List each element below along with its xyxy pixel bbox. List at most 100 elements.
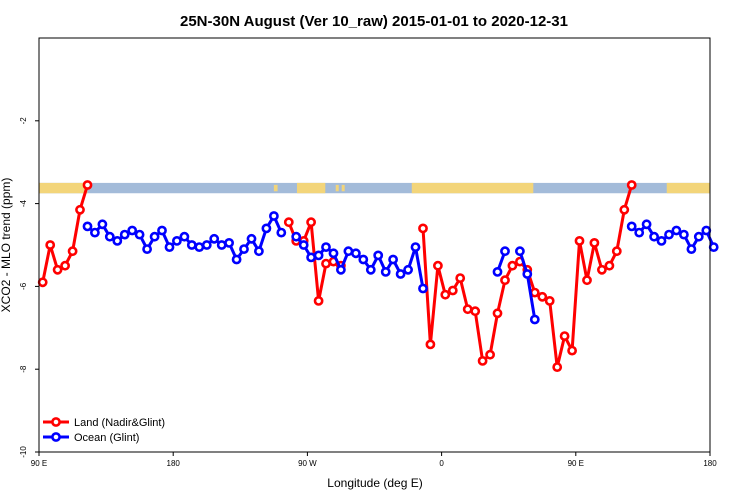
series-0-point-0-1 bbox=[45, 240, 56, 250]
series-1-point-4-11 bbox=[708, 242, 719, 252]
series-1-point-0-24 bbox=[261, 223, 272, 234]
series-0-point-3-9 bbox=[485, 349, 495, 360]
series-0-point-1-5 bbox=[321, 258, 331, 269]
series-1-point-0-19 bbox=[224, 237, 234, 248]
series-1-point-0-13 bbox=[179, 231, 190, 242]
y-tick-label-4: -2 bbox=[19, 117, 28, 125]
series-1-point-0-12 bbox=[171, 235, 182, 246]
series-0-point-3-26 bbox=[611, 246, 622, 257]
series-1-point-4-3 bbox=[649, 231, 659, 242]
land-speck-0 bbox=[273, 184, 278, 192]
series-1-point-0-17 bbox=[209, 233, 220, 244]
series-0-point-3-11 bbox=[500, 275, 510, 286]
series-0-point-3-22 bbox=[582, 275, 592, 286]
land-speck-1 bbox=[335, 184, 339, 192]
x-tick-label-4: 90 E bbox=[568, 459, 584, 468]
series-0-point-3-1 bbox=[425, 339, 436, 350]
series-1-point-1-1 bbox=[298, 240, 309, 250]
ocean-band bbox=[39, 182, 710, 194]
land-span-3 bbox=[666, 182, 710, 194]
series-1-point-2-0 bbox=[492, 266, 503, 277]
x-axis: 90 E 180 90 W 0 90 E 180 bbox=[31, 452, 717, 468]
land-sea-strip bbox=[39, 182, 710, 194]
y-tick-label-1: -8 bbox=[19, 365, 28, 373]
series-1-point-0-16 bbox=[201, 240, 212, 250]
y-axis-label: XCO2 - MLO trend (ppm) bbox=[0, 178, 13, 313]
x-tick-label-2: 90 W bbox=[298, 459, 317, 468]
series-1-point-1-3 bbox=[313, 250, 324, 261]
series-0-point-1-4 bbox=[313, 295, 324, 306]
series-0-point-1-0 bbox=[283, 217, 294, 228]
series-1-point-1-7 bbox=[343, 246, 354, 257]
series-1-point-1-15 bbox=[403, 264, 413, 275]
series-layer bbox=[37, 180, 719, 372]
series-0 bbox=[37, 180, 637, 372]
series-1-point-1-9 bbox=[358, 254, 369, 265]
series-1-point-1-14 bbox=[395, 269, 406, 279]
series-1-point-0-10 bbox=[157, 225, 167, 236]
series-1-point-1-10 bbox=[365, 264, 376, 275]
x-axis-label: Longitude (deg E) bbox=[327, 476, 422, 490]
series-1-point-0-2 bbox=[97, 219, 108, 230]
series-1-point-3-0 bbox=[515, 246, 525, 257]
series-1-point-4-0 bbox=[626, 221, 637, 232]
series-1-point-2-1 bbox=[500, 246, 510, 257]
series-0-point-3-10 bbox=[492, 308, 503, 319]
series-1-point-0-7 bbox=[134, 229, 145, 240]
legend-label-1: Ocean (Glint) bbox=[74, 432, 139, 444]
series-1-point-0-4 bbox=[112, 235, 123, 246]
series-0-point-3-17 bbox=[544, 295, 555, 306]
legend-item-0: Land (Nadir&Glint) bbox=[43, 417, 165, 429]
series-1-point-4-6 bbox=[671, 225, 682, 236]
series-0-point-3-3 bbox=[440, 289, 451, 300]
series-1-point-0-0 bbox=[82, 221, 93, 232]
series-1-point-0-23 bbox=[253, 246, 264, 257]
series-1-point-4-8 bbox=[686, 244, 697, 254]
series-0-point-3-12 bbox=[507, 260, 518, 271]
series-1-point-0-14 bbox=[186, 240, 197, 250]
series-1-point-4-7 bbox=[679, 229, 689, 240]
x-tick-label-0: 90 E bbox=[31, 459, 47, 468]
series-0-point-3-2 bbox=[432, 260, 443, 271]
legend-marker-0 bbox=[51, 417, 61, 427]
series-0-point-3-20 bbox=[567, 345, 577, 356]
plot-frame bbox=[38, 37, 711, 453]
series-0-point-3-6 bbox=[462, 304, 473, 315]
series-1-point-4-1 bbox=[634, 227, 645, 238]
series-1-point-1-0 bbox=[291, 231, 302, 242]
series-1-point-0-21 bbox=[239, 244, 249, 254]
series-0-point-3-21 bbox=[574, 235, 585, 246]
series-1-point-1-17 bbox=[418, 283, 428, 294]
legend-item-1: Ocean (Glint) bbox=[43, 432, 139, 444]
series-1-point-4-4 bbox=[656, 235, 667, 246]
series-0-point-3-24 bbox=[597, 264, 607, 275]
chart-title: 25N-30N August (Ver 10_raw) 2015-01-01 t… bbox=[180, 13, 568, 30]
legend-label-0: Land (Nadir&Glint) bbox=[74, 417, 165, 429]
series-1-point-1-5 bbox=[328, 248, 339, 259]
series-1-point-0-5 bbox=[119, 229, 130, 240]
land-span-2 bbox=[411, 182, 534, 194]
series-0-point-3-27 bbox=[619, 204, 630, 215]
series-0-point-0-5 bbox=[75, 204, 85, 215]
series-1-point-0-20 bbox=[231, 254, 242, 265]
series-0-point-3-4 bbox=[447, 285, 458, 296]
series-1-point-1-12 bbox=[380, 266, 391, 277]
series-0-point-0-3 bbox=[60, 260, 70, 271]
y-tick-label-0: -10 bbox=[19, 446, 28, 458]
legend-marker-1 bbox=[51, 432, 61, 442]
series-1-point-1-13 bbox=[388, 254, 398, 265]
series-1-point-1-16 bbox=[410, 242, 421, 252]
series-0-point-0-2 bbox=[52, 264, 63, 275]
series-1-point-0-8 bbox=[142, 244, 152, 254]
series-1-point-0-15 bbox=[194, 242, 205, 252]
series-1-point-4-2 bbox=[641, 219, 652, 230]
series-1-point-0-22 bbox=[246, 233, 257, 244]
y-tick-label-3: -4 bbox=[19, 199, 28, 207]
series-1-point-4-9 bbox=[693, 231, 704, 242]
series-0-point-0-6 bbox=[82, 180, 93, 190]
series-1-point-0-9 bbox=[149, 231, 160, 242]
series-1-point-0-25 bbox=[268, 211, 279, 221]
series-0-point-3-28 bbox=[626, 180, 637, 190]
x-tick-label-5: 180 bbox=[703, 459, 717, 468]
